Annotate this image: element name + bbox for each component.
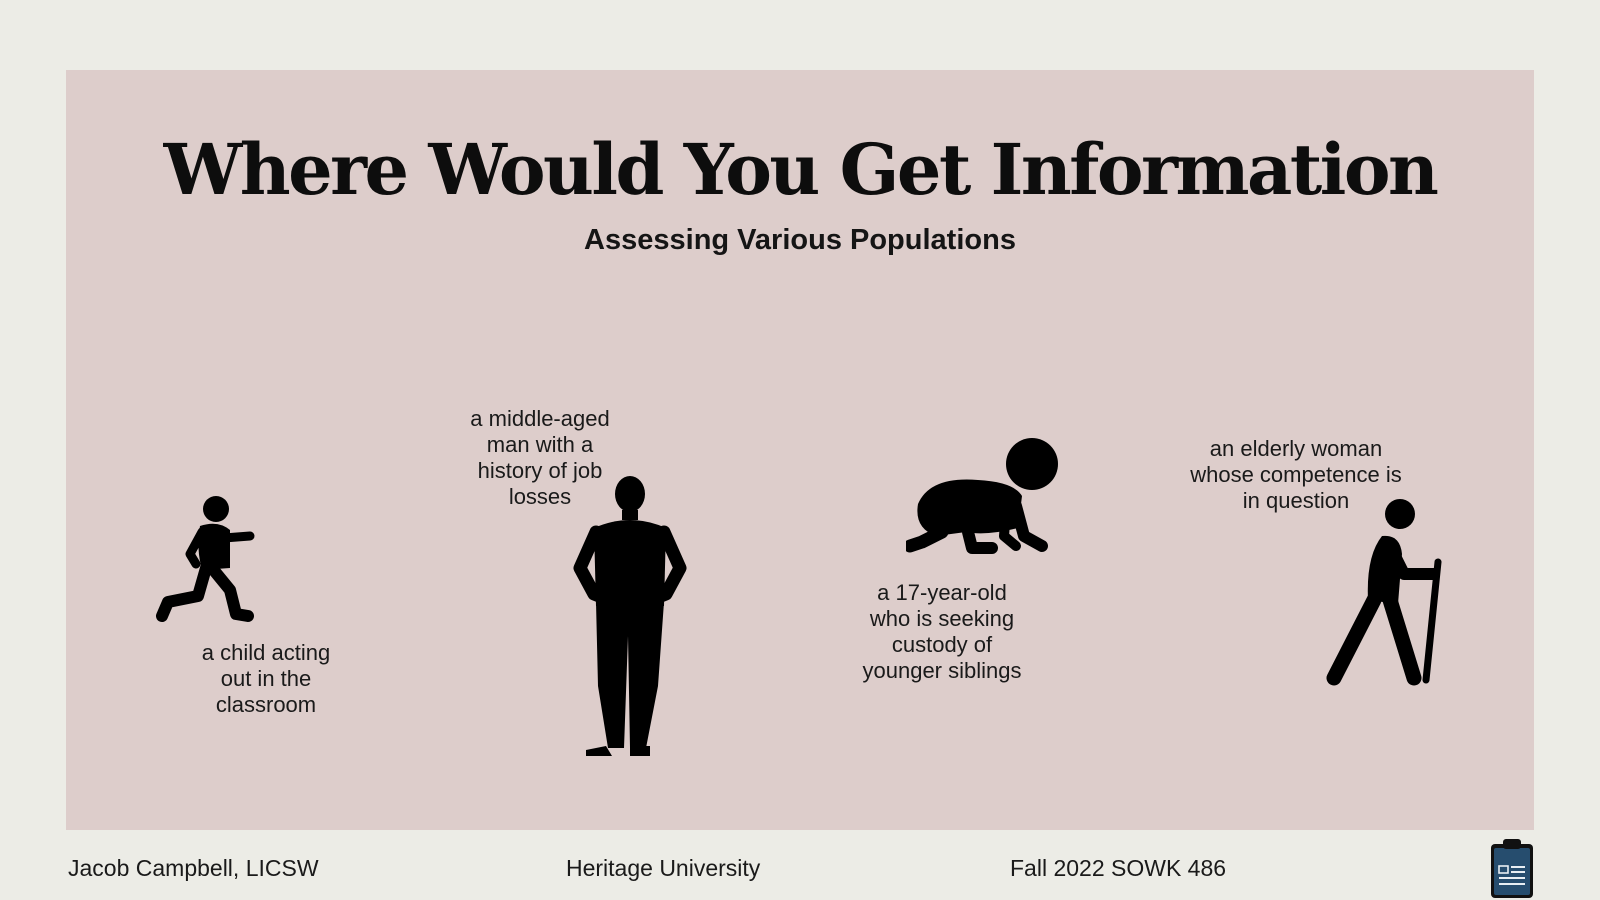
running-child-icon (156, 496, 255, 622)
standing-man-icon (573, 476, 687, 756)
slide-title: Where Would You Get Information (163, 128, 1439, 211)
footer-author: Jacob Campbell, LICSW (68, 855, 319, 881)
child-caption: a child acting out in the classroom (201, 640, 331, 717)
man-caption: a middle-aged man with a history of job … (470, 406, 610, 509)
crawling-baby-icon (906, 438, 1058, 554)
elder-caption: an elderly woman whose competence is in … (1190, 436, 1402, 513)
teen-caption: a 17-year-old who is seeking custody of … (862, 580, 1022, 683)
clipboard-icon[interactable] (1488, 838, 1536, 900)
footer-course: Fall 2022 SOWK 486 (1010, 855, 1227, 881)
slide-panel (66, 70, 1534, 830)
slide-subtitle: Assessing Various Populations (584, 224, 1016, 256)
footer-institution: Heritage University (566, 855, 761, 881)
elderly-person-with-cane-icon (1326, 499, 1442, 686)
